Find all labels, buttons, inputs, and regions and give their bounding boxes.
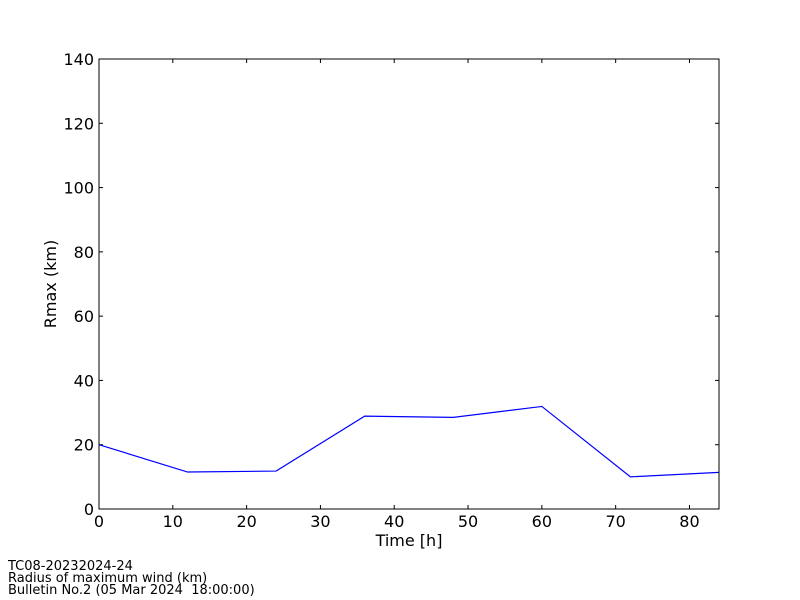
- x-tick-label: 50: [458, 512, 478, 531]
- x-tick-label: 10: [163, 512, 183, 531]
- y-tick-label: 120: [63, 114, 94, 133]
- y-tick-label: 40: [74, 371, 94, 390]
- y-tick-label: 100: [63, 179, 94, 198]
- x-tick-label: 80: [679, 512, 699, 531]
- y-tick-label: 80: [74, 243, 94, 262]
- y-axis-label: Rmax (km): [41, 240, 60, 328]
- x-tick-label: 30: [310, 512, 330, 531]
- x-tick-label: 0: [94, 512, 104, 531]
- footer-line: Radius of maximum wind (km): [8, 571, 207, 586]
- y-tick-label: 60: [74, 307, 94, 326]
- y-tick-label: 0: [84, 500, 94, 519]
- x-axis-label: Time [h]: [375, 531, 443, 550]
- x-tick-label: 20: [236, 512, 256, 531]
- plot-frame: [98, 58, 720, 510]
- data-line: [98, 405, 720, 478]
- x-tick-label: 40: [384, 512, 404, 531]
- x-tick-label: 70: [605, 512, 625, 531]
- footer-line: Bulletin No.2 (05 Mar 2024 18:00:00): [8, 583, 255, 598]
- y-tick-label: 20: [74, 436, 94, 455]
- x-tick-label: 60: [532, 512, 552, 531]
- footer-line: TC08-20232024-24: [7, 559, 133, 574]
- y-tick-label: 140: [63, 50, 94, 69]
